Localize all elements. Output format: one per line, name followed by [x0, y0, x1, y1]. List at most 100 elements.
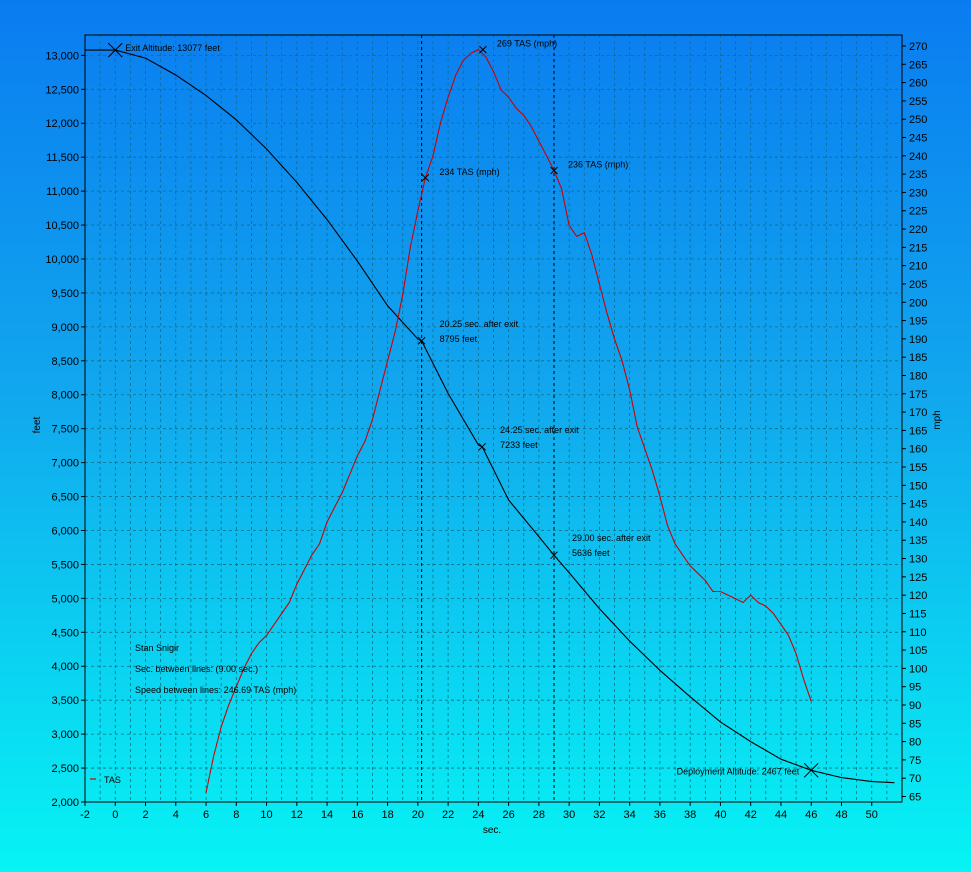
y2-tick-label: 90 [909, 700, 921, 712]
x-tick-label: 12 [291, 809, 303, 821]
x-tick-label: 44 [775, 809, 787, 821]
x-tick-label: 10 [260, 809, 272, 821]
marker-x [417, 336, 426, 345]
x-tick-label: 24 [472, 809, 484, 821]
y2-tick-label: 155 [909, 462, 927, 474]
y-tick-label: 10,500 [45, 220, 79, 232]
x-tick-label: 0 [112, 809, 118, 821]
marker-x [479, 45, 487, 54]
y2-tick-label: 225 [909, 206, 927, 218]
y2-tick-label: 75 [909, 755, 921, 767]
marker-label: 24.25 sec. after exit [500, 425, 579, 435]
y-tick-label: 9,500 [51, 288, 79, 300]
y2-tick-label: 175 [909, 389, 927, 401]
y-tick-label: 6,500 [51, 492, 79, 504]
marker-x [550, 551, 558, 560]
note-line: Sec. between lines: (9.00 sec.) [135, 664, 258, 674]
y-tick-label: 8,500 [51, 356, 79, 368]
grid [84, 34, 903, 803]
y2-tick-label: 230 [909, 187, 927, 199]
plot-frame [84, 34, 903, 803]
marker-label-secondary: 7233 feet [500, 440, 538, 450]
marker-label-secondary: 5636 feet [572, 548, 610, 558]
y2-tick-label: 180 [909, 370, 927, 382]
y2-tick-label: 165 [909, 425, 927, 437]
y2-tick-label: 160 [909, 444, 927, 456]
y-tick-label: 4,000 [51, 661, 79, 673]
x-tick-label: 40 [714, 809, 726, 821]
x-tick-label: 36 [654, 809, 666, 821]
y-tick-label: 3,500 [51, 695, 79, 707]
y2-tick-label: 150 [909, 480, 927, 492]
y2-tick-label: 255 [909, 96, 927, 108]
marker-x [107, 42, 123, 58]
y-tick-label: 5,500 [51, 559, 79, 571]
y2-tick-label: 270 [909, 41, 927, 53]
x-tick-label: 48 [835, 809, 847, 821]
y2-tick-label: 65 [909, 792, 921, 804]
y2-tick-label: 205 [909, 279, 927, 291]
y2-tick-label: 130 [909, 554, 927, 566]
y-tick-label: 4,500 [51, 627, 79, 639]
x-tick-label: 38 [684, 809, 696, 821]
y2-tick-label: 250 [909, 114, 927, 126]
y-tick-label: 13,000 [45, 50, 79, 62]
y2-tick-label: 220 [909, 224, 927, 236]
x-tick-label: 18 [381, 809, 393, 821]
y2-tick-label: 195 [909, 316, 927, 328]
y2-tick-label: 190 [909, 334, 927, 346]
marker-label: 20.25 sec. after exit [440, 319, 519, 329]
y2-tick-label: 120 [909, 590, 927, 602]
y2-tick-label: 140 [909, 517, 927, 529]
series-line-tas [205, 48, 812, 793]
x-tick-label: 34 [624, 809, 636, 821]
marker-x [478, 442, 487, 451]
y-tick-label: 8,000 [51, 390, 79, 402]
notes: Stan Snigir Sec. between lines: (9.00 sec… [90, 643, 296, 785]
y-tick-label: 12,500 [45, 84, 79, 96]
marker-label: Deployment Altitude: 2467 feet [677, 766, 800, 776]
y-tick-label: 11,000 [46, 186, 79, 198]
y-tick-label: 10,000 [45, 254, 79, 266]
x-tick-label: 50 [866, 809, 878, 821]
x-tick-label: 2 [142, 809, 148, 821]
x-tick-label: 28 [533, 809, 545, 821]
marker-label: 29.00 sec. after exit [572, 533, 651, 543]
y-tick-label: 2,000 [51, 797, 79, 809]
x-tick-label: 26 [503, 809, 515, 821]
y-tick-label: 6,000 [51, 525, 79, 537]
y-tick-label: 2,500 [51, 763, 79, 775]
y2-tick-label: 100 [909, 663, 927, 675]
x-tick-label: 30 [563, 809, 575, 821]
y2-tick-label: 210 [909, 261, 927, 273]
marker-x [803, 762, 819, 778]
x-tick-label: 14 [321, 809, 333, 821]
y2-axis-title: mph [932, 410, 943, 429]
x-tick-label: 32 [593, 809, 605, 821]
y2-tick-label: 215 [909, 242, 927, 254]
x-tick-label: 20 [412, 809, 424, 821]
y2-tick-label: 85 [909, 718, 921, 730]
y2-tick-label: 125 [909, 572, 927, 584]
marker-x [421, 173, 430, 182]
y2-tick-label: 260 [909, 78, 927, 90]
markers: Exit Altitude: 13077 feet 20.25 sec. afte… [107, 39, 819, 778]
y2-tick-label: 145 [909, 499, 927, 511]
marker-label: Exit Altitude: 13077 feet [125, 43, 220, 53]
y2-tick-label: 135 [909, 535, 927, 547]
marker-label: 236 TAS (mph) [568, 159, 628, 169]
marker-label: 234 TAS (mph) [439, 167, 499, 177]
y2-tick-label: 245 [909, 133, 927, 145]
y-tick-label: 7,500 [51, 424, 79, 436]
y-tick-label: 12,000 [45, 118, 79, 130]
y2-tick-label: 110 [909, 627, 927, 639]
y-tick-label: 3,000 [51, 729, 79, 741]
ticks: 2,000 2,500 3,000 3,500 4,000 4,500 5,000 5,500… [45, 41, 927, 821]
y2-tick-label: 265 [909, 59, 927, 71]
x-tick-label: 22 [442, 809, 454, 821]
x-tick-label: 6 [203, 809, 209, 821]
marker-label-secondary: 8795 feet [440, 334, 478, 344]
y2-tick-label: 185 [909, 352, 927, 364]
y2-tick-label: 105 [909, 645, 927, 657]
